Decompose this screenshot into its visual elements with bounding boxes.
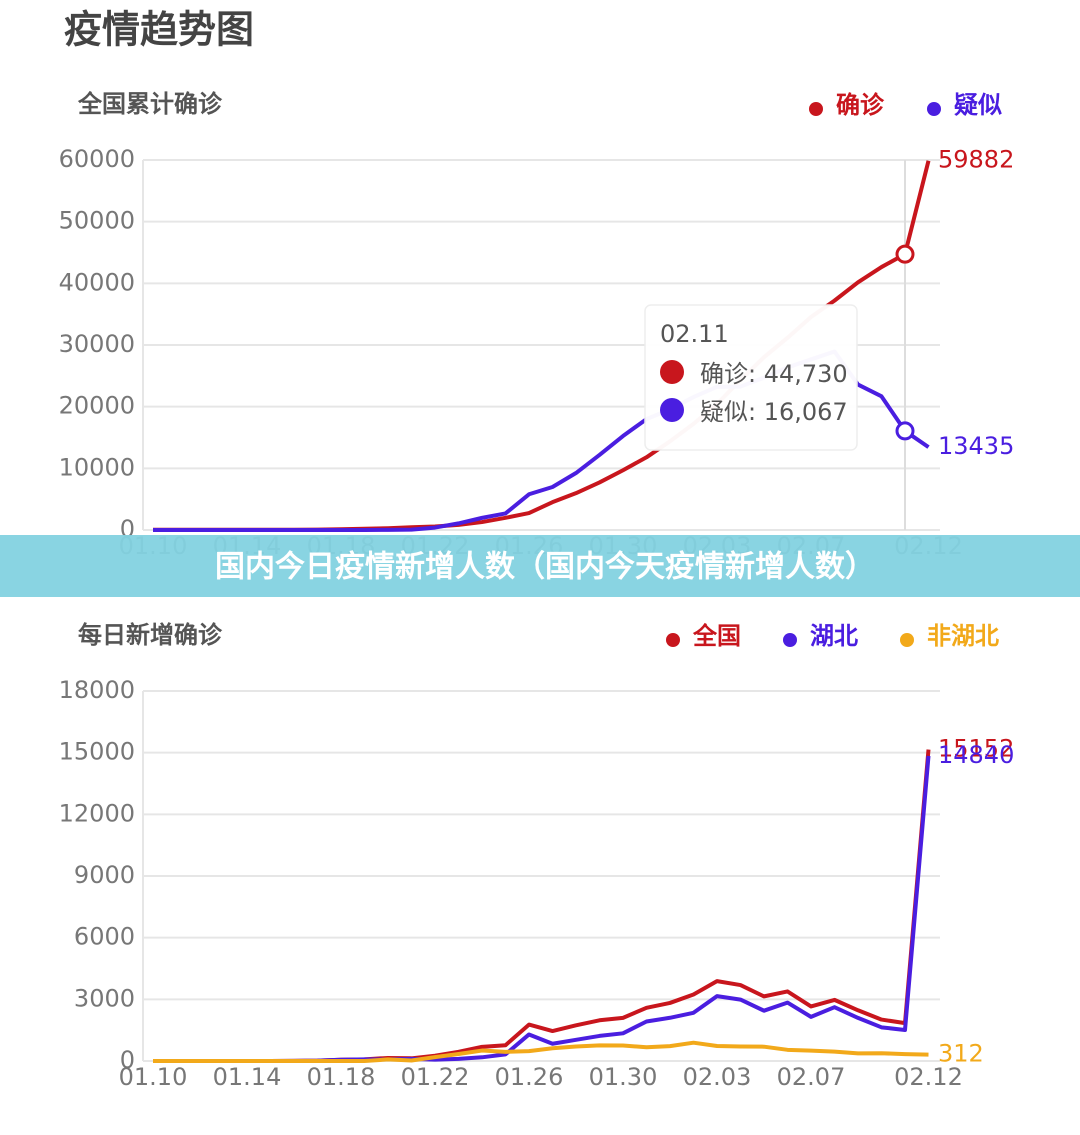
tooltip-item: 确诊: 44,730 (700, 360, 848, 388)
x-tick-label: 01.10 (119, 1063, 188, 1091)
y-tick-label: 40000 (59, 268, 135, 296)
banner-text: 国内今日疫情新增人数（国内今天疫情新增人数） (215, 550, 875, 585)
y-tick-label: 15000 (59, 738, 135, 766)
y-tick-label: 3000 (74, 984, 135, 1012)
y-tick-label: 12000 (59, 799, 135, 827)
tooltip-box (644, 304, 858, 451)
legend-label: 湖北 (810, 622, 858, 650)
end-value-label: 13435 (938, 432, 1014, 460)
chart-title: 全国累计确诊 (77, 90, 223, 118)
legend-dot (809, 102, 823, 116)
y-tick-label: 60000 (59, 145, 135, 173)
y-tick-label: 20000 (59, 392, 135, 420)
x-tick-label: 01.14 (213, 1063, 282, 1091)
x-tick-label: 02.07 (777, 1063, 846, 1091)
legend-label: 非湖北 (927, 622, 999, 650)
y-tick-label: 30000 (59, 330, 135, 358)
legend-label: 疑似 (954, 91, 1002, 119)
y-tick-label: 9000 (74, 861, 135, 889)
tooltip-dot (660, 360, 684, 384)
banner (0, 535, 1080, 597)
end-value-label: 14840 (938, 741, 1014, 769)
tooltip-dot (660, 398, 684, 422)
y-tick-label: 18000 (59, 676, 135, 704)
x-tick-label: 01.26 (495, 1063, 564, 1091)
x-tick-label: 02.12 (894, 1063, 963, 1091)
y-tick-label: 50000 (59, 207, 135, 235)
y-tick-label: 10000 (59, 453, 135, 481)
legend-dot (783, 633, 797, 647)
hover-point (895, 244, 915, 264)
y-tick-label: 6000 (74, 923, 135, 951)
chart-title: 每日新增确诊 (78, 621, 223, 649)
x-tick-label: 01.30 (589, 1063, 658, 1091)
tooltip-item: 疑似: 16,067 (700, 398, 848, 426)
tooltip-title: 02.11 (660, 320, 729, 348)
legend-dot (927, 102, 941, 116)
end-value-label: 59882 (938, 146, 1014, 174)
hover-point (895, 421, 915, 441)
legend-dot (900, 633, 914, 647)
legend-dot (666, 633, 680, 647)
x-tick-label: 01.22 (401, 1063, 470, 1091)
y-tick-label: 0 (120, 1046, 135, 1074)
legend-label: 全国 (692, 622, 741, 650)
page-title: 疫情趋势图 (64, 8, 254, 52)
x-tick-label: 01.18 (307, 1063, 376, 1091)
end-value-label: 15152 (938, 735, 1014, 763)
x-tick-label: 02.03 (683, 1063, 752, 1091)
series-line (153, 1040, 929, 1063)
legend-label: 确诊 (836, 91, 885, 119)
end-value-label: 312 (938, 1040, 984, 1068)
series-line (153, 755, 931, 1063)
